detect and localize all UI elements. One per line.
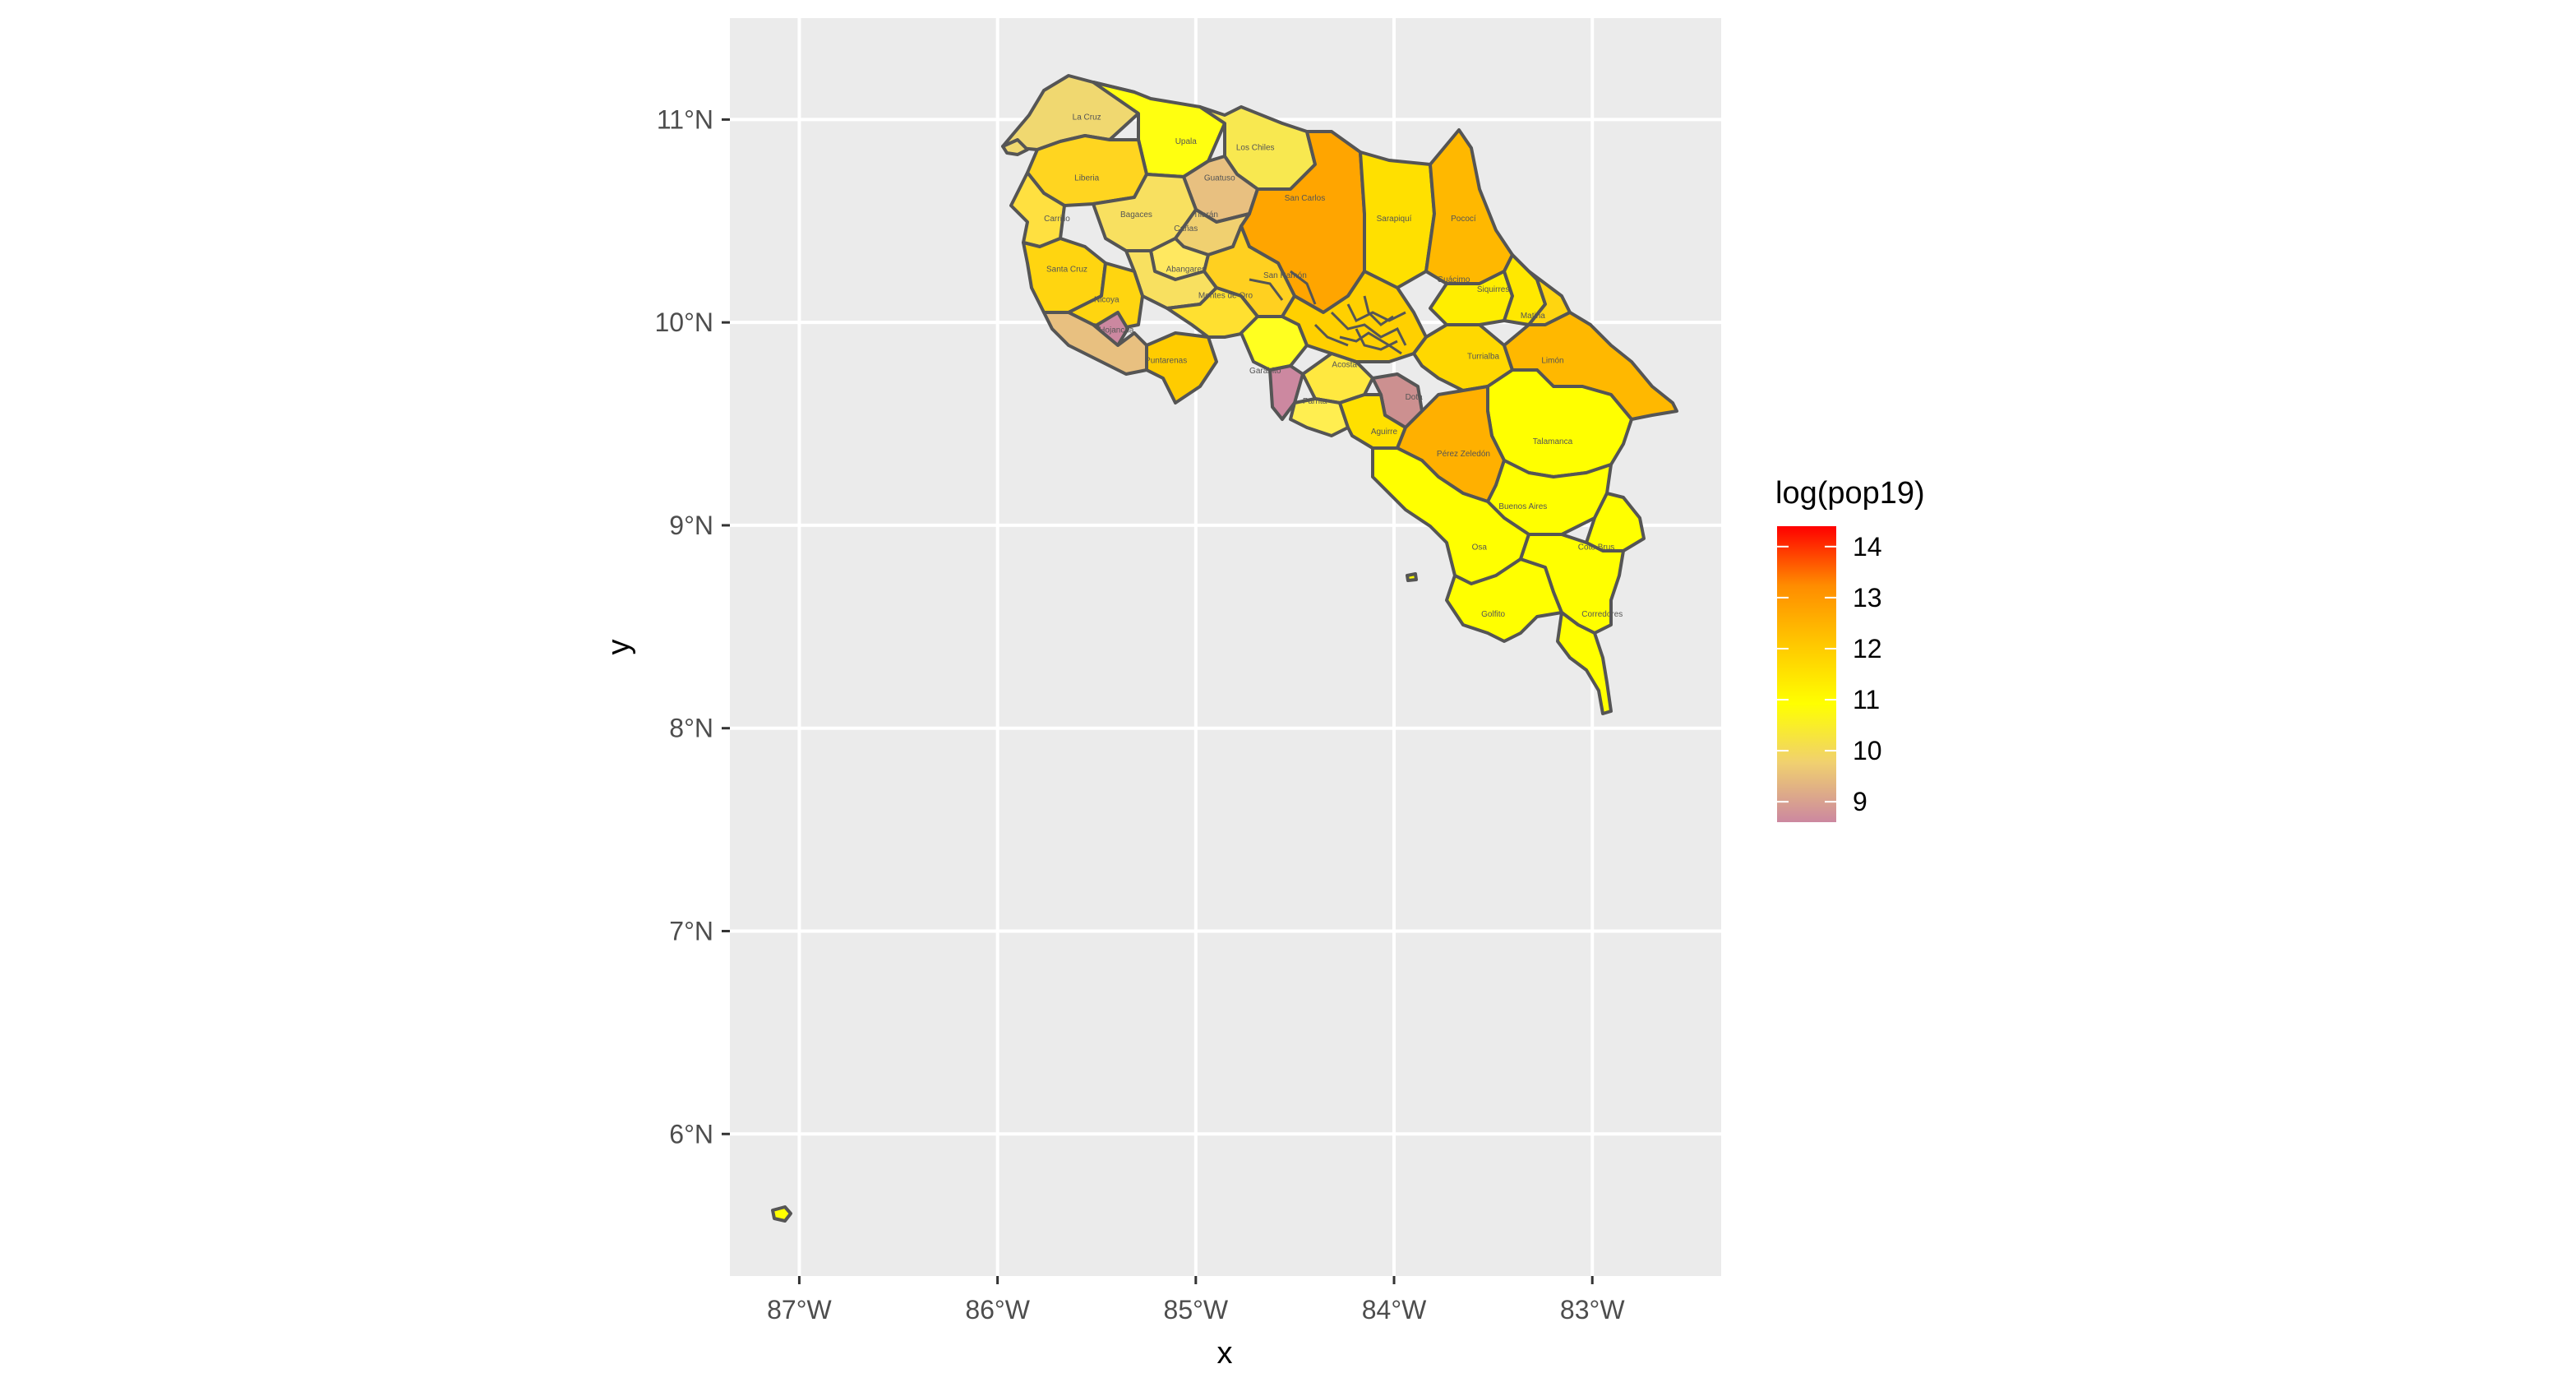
canton-label: Montes de Oro <box>1198 292 1253 301</box>
y-axis-title: y <box>602 640 636 655</box>
central-borders <box>1249 270 1407 355</box>
legend-colorbar <box>1777 526 1836 822</box>
canton-label: Santa Cruz <box>1046 265 1087 274</box>
region-puntarenas-pen <box>1145 331 1218 405</box>
canton-label: Guatuso <box>1204 173 1235 183</box>
x-tick-label: 85°W <box>1164 1295 1229 1325</box>
x-axis: 87°W 86°W 85°W 84°W 83°W <box>767 1276 1625 1325</box>
canton-label: Liberia <box>1074 173 1099 183</box>
costa-rica-map <box>771 74 1678 1223</box>
region-santa-elena <box>1001 138 1029 156</box>
canton-label: Acosta <box>1332 360 1357 369</box>
canton-label: Siquirres <box>1477 285 1509 294</box>
legend-tick-label: 13 <box>1853 583 1882 613</box>
legend-tick-label: 14 <box>1853 532 1882 562</box>
y-tick-label: 11°N <box>657 104 713 134</box>
legend: log(pop19) 9 10 11 12 13 14 <box>1775 476 1925 822</box>
canton-label: Cañas <box>1174 224 1198 233</box>
canton-label: Corredores <box>1581 610 1623 619</box>
canton-label: San Ramón <box>1263 271 1307 280</box>
canton-label: Upala <box>1175 137 1198 146</box>
canton-label: Osa <box>1472 543 1488 552</box>
y-tick-label: 10°N <box>655 307 714 337</box>
region-corredores <box>1519 533 1625 635</box>
canton-label: Los Chiles <box>1236 143 1275 152</box>
island-cano <box>1406 572 1418 582</box>
canton-label: Pococí <box>1451 215 1476 224</box>
canton-label: Pérez Zeledón <box>1437 450 1490 459</box>
canton-label: Buenos Aires <box>1498 502 1547 511</box>
region-parrita <box>1289 397 1350 437</box>
legend-title: log(pop19) <box>1775 476 1925 511</box>
canton-label: Garabito <box>1249 367 1281 376</box>
legend-tick-label: 9 <box>1853 787 1867 816</box>
canton-label: La Cruz <box>1073 113 1101 122</box>
canton-label: San Carlos <box>1285 194 1325 203</box>
canton-label: Sarapiquí <box>1377 215 1412 224</box>
canton-label: Abangares <box>1166 265 1206 274</box>
canton-label: Aguirre <box>1371 428 1398 437</box>
canton-label: Parrita <box>1303 397 1327 406</box>
region-golfito <box>1445 557 1563 643</box>
legend-tick-label: 11 <box>1853 685 1880 714</box>
x-tick-label: 84°W <box>1362 1295 1427 1325</box>
canton-label: Puntarenas <box>1145 357 1187 366</box>
canton-label: Matina <box>1521 312 1545 321</box>
canton-label: Dota <box>1406 393 1424 402</box>
canton-label: Hojancha <box>1099 326 1134 335</box>
x-tick-label: 87°W <box>767 1295 832 1325</box>
legend-tick-label: 10 <box>1853 736 1882 765</box>
canton-label: Turrialba <box>1467 353 1500 362</box>
x-tick-label: 86°W <box>965 1295 1030 1325</box>
y-tick-label: 9°N <box>669 511 713 540</box>
x-tick-label: 83°W <box>1560 1295 1625 1325</box>
canton-label: Nicoya <box>1094 295 1119 304</box>
canton-label: Golfito <box>1481 610 1505 619</box>
x-axis-title: x <box>1217 1336 1233 1371</box>
canton-label: Bagaces <box>1120 210 1152 220</box>
canton-label: Talamanca <box>1533 437 1573 446</box>
y-axis: 6°N 7°N 8°N 9°N 10°N 11°N <box>655 104 730 1149</box>
y-tick-label: 7°N <box>669 916 713 945</box>
canton-label: Tilarán <box>1193 210 1218 220</box>
island-cocos <box>771 1205 792 1223</box>
legend-tick-label: 12 <box>1853 634 1882 663</box>
canton-label: Guácimo <box>1437 275 1470 284</box>
canton-label: Limón <box>1541 357 1563 366</box>
canton-label: Coto Brus <box>1578 543 1614 552</box>
canton-label: Carrillo <box>1044 215 1070 224</box>
y-tick-label: 6°N <box>669 1119 713 1149</box>
region-burica <box>1556 611 1613 715</box>
y-tick-label: 8°N <box>669 714 713 743</box>
canton-labels: La Cruz Upala Los Chiles Liberia Guatuso San … <box>1044 113 1623 619</box>
